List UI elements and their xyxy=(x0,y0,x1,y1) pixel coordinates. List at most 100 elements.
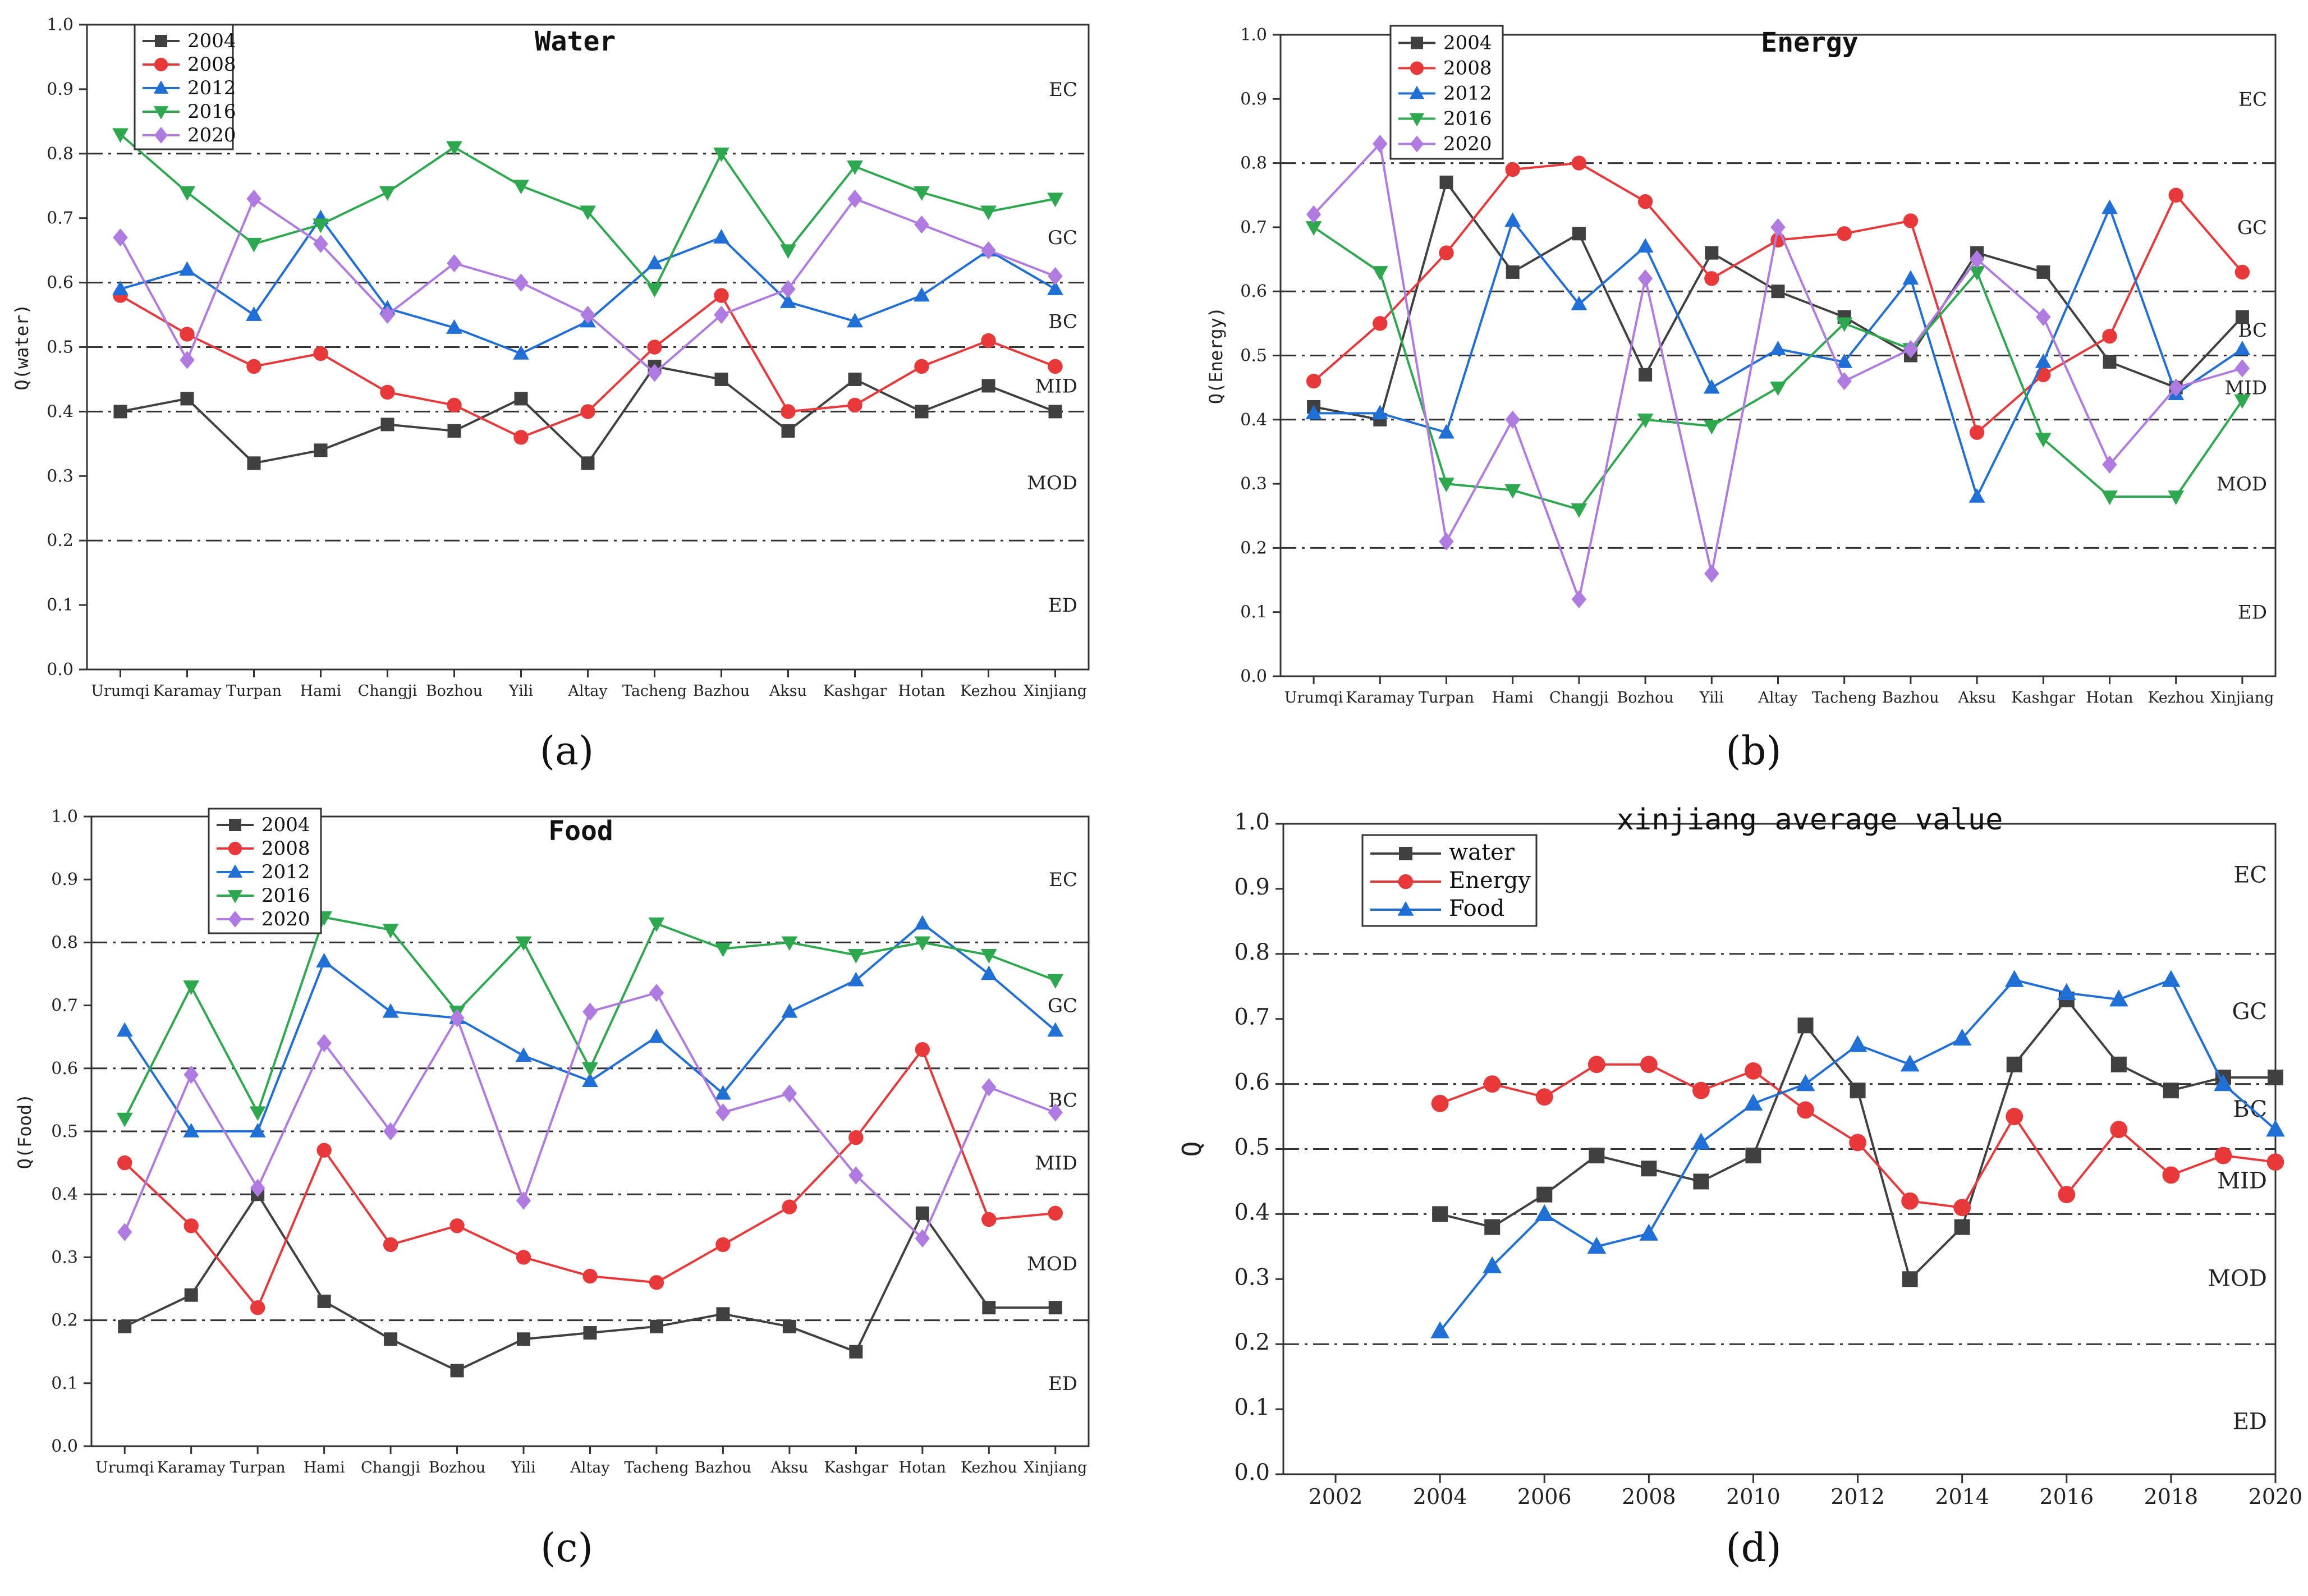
y-tick-label: 0.8 xyxy=(51,933,78,952)
data-point-2008 xyxy=(2234,264,2250,280)
data-point-2012 xyxy=(1969,488,1985,503)
y-tick-label: 0.8 xyxy=(1240,154,1267,173)
x-tick-label: Kashgar xyxy=(2011,689,2075,707)
data-point-2008 xyxy=(316,1143,332,1158)
data-point-2012 xyxy=(847,313,863,328)
data-point-2008 xyxy=(1903,213,1919,228)
data-point-2004 xyxy=(649,1319,663,1333)
data-point-2020 xyxy=(915,1229,930,1248)
data-point-2016 xyxy=(515,936,532,951)
zone-label: ED xyxy=(2238,602,2267,624)
y-tick-label: 0.0 xyxy=(47,660,74,680)
data-point-2016 xyxy=(1969,266,1985,281)
x-tick-label: Hotan xyxy=(899,1459,946,1476)
x-tick-label: Karamay xyxy=(1346,689,1415,707)
data-point-Energy xyxy=(2058,1186,2076,1204)
x-tick-label: Kezhou xyxy=(961,1459,1017,1476)
x-tick-label: Altay xyxy=(567,682,608,700)
data-point-2008 xyxy=(1048,359,1063,374)
data-point-2020 xyxy=(714,305,729,324)
data-point-2012 xyxy=(1836,353,1853,368)
legend-label: 2016 xyxy=(187,100,236,123)
data-point-2008 xyxy=(649,1275,664,1290)
y-tick-label: 0.5 xyxy=(1240,346,1267,366)
data-point-2008 xyxy=(447,397,462,413)
legend-marker xyxy=(1397,901,1414,916)
data-point-2016 xyxy=(713,148,729,162)
data-point-2016 xyxy=(847,160,863,175)
x-tick-label: Bazhou xyxy=(693,682,750,700)
legend-marker xyxy=(1398,874,1414,889)
y-tick-label: 0.3 xyxy=(1240,474,1267,494)
data-point-2020 xyxy=(1048,1103,1063,1122)
x-tick-label: Aksu xyxy=(770,1459,808,1476)
data-point-2016 xyxy=(582,1062,598,1077)
legend-label: 2012 xyxy=(187,77,236,99)
legend-marker xyxy=(227,864,243,878)
data-point-water xyxy=(1745,1148,1761,1164)
data-point-Food xyxy=(2162,970,2181,987)
legend-marker xyxy=(1409,85,1425,99)
x-tick-label: 2018 xyxy=(2144,1484,2199,1509)
legend-marker xyxy=(228,841,242,856)
data-point-water xyxy=(1536,1186,1553,1203)
y-tick-label: 0.7 xyxy=(1234,1005,1270,1030)
data-point-2012 xyxy=(1703,379,1720,394)
data-point-2016 xyxy=(1770,381,1786,396)
data-point-2008 xyxy=(981,1212,997,1227)
data-point-2016 xyxy=(781,936,798,951)
data-point-2008 xyxy=(782,1199,797,1214)
y-tick-label: 0.9 xyxy=(1234,874,1270,900)
data-point-2016 xyxy=(2168,490,2185,505)
data-point-2004 xyxy=(915,405,929,419)
x-tick-label: Aksu xyxy=(1958,689,1996,707)
data-point-water xyxy=(2268,1070,2283,1086)
y-tick-label: 0.4 xyxy=(51,1185,78,1204)
data-point-2004 xyxy=(2235,310,2249,324)
data-point-2008 xyxy=(117,1155,132,1171)
x-tick-label: 2006 xyxy=(1517,1484,1572,1509)
data-point-2016 xyxy=(379,186,396,201)
data-point-water xyxy=(1902,1271,1918,1287)
x-tick-label: 2020 xyxy=(2249,1484,2303,1509)
data-point-Energy xyxy=(2266,1153,2284,1171)
legend-marker xyxy=(229,819,241,831)
zone-label: MID xyxy=(1035,1152,1077,1175)
data-point-Food xyxy=(1639,1223,1659,1241)
data-point-2016 xyxy=(914,186,930,201)
data-point-2012 xyxy=(1371,405,1388,420)
data-point-Energy xyxy=(1483,1075,1501,1093)
data-point-2004 xyxy=(380,418,394,432)
x-tick-label: Altay xyxy=(1758,689,1798,707)
y-axis-label: Q(water) xyxy=(11,304,33,390)
data-point-2004 xyxy=(517,1332,531,1346)
legend-marker xyxy=(1410,61,1424,75)
data-point-2004 xyxy=(1439,175,1453,189)
data-point-2008 xyxy=(1505,162,1520,177)
data-point-Food xyxy=(2266,1120,2285,1137)
x-tick-label: 2002 xyxy=(1309,1484,1363,1509)
legend-label: Energy xyxy=(1449,868,1531,893)
data-point-2008 xyxy=(781,404,796,419)
data-point-2012 xyxy=(1438,424,1454,439)
legend-label: water xyxy=(1449,840,1515,865)
x-tick-label: Aksu xyxy=(769,682,807,700)
data-point-water xyxy=(1641,1161,1657,1177)
data-point-2008 xyxy=(380,384,395,400)
data-point-Food xyxy=(1796,1074,1815,1091)
data-point-2012 xyxy=(1637,238,1654,253)
data-point-2008 xyxy=(183,1218,199,1233)
data-point-2012 xyxy=(1770,341,1786,355)
data-point-2004 xyxy=(184,1288,198,1302)
data-point-2020 xyxy=(847,190,862,208)
x-tick-label: Bazhou xyxy=(695,1459,751,1476)
data-point-2008 xyxy=(714,288,729,303)
y-tick-label: 1.0 xyxy=(1240,25,1267,45)
y-tick-label: 0.5 xyxy=(47,338,74,357)
data-point-2004 xyxy=(781,424,795,438)
data-point-2016 xyxy=(715,942,731,957)
data-point-2016 xyxy=(246,237,262,253)
data-point-water xyxy=(1432,1206,1448,1222)
data-point-2008 xyxy=(246,359,261,374)
